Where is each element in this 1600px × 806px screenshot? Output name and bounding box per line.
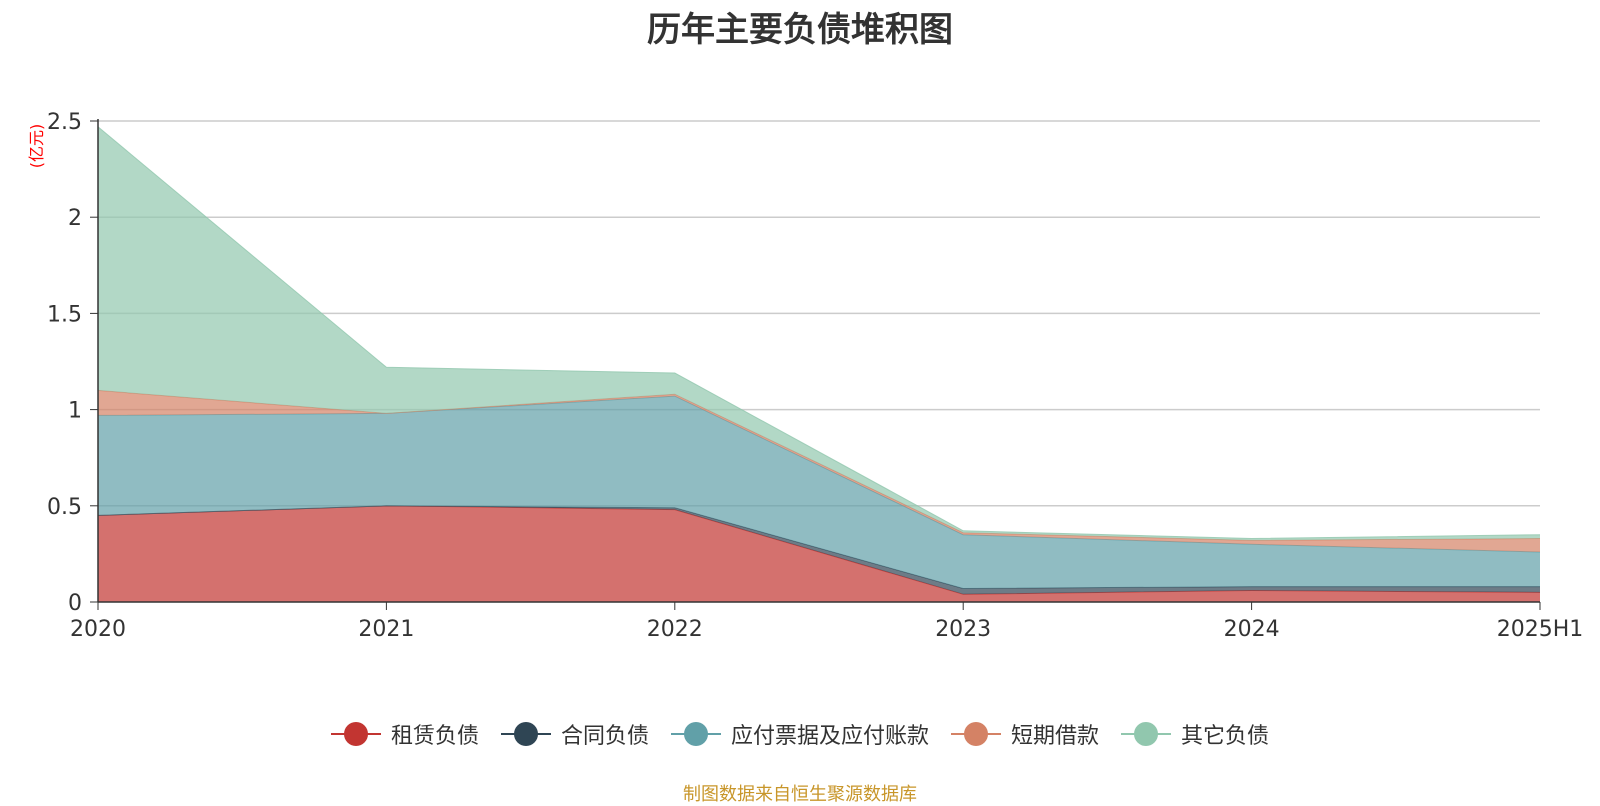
legend-label: 短期借款: [1011, 724, 1100, 749]
legend-marker-icon: [330, 722, 381, 746]
legend-marker-icon: [951, 722, 1001, 746]
area-series: [98, 505, 1540, 595]
x-tick-label: 2025H1: [1497, 617, 1584, 642]
y-tick-label: 2: [68, 206, 82, 231]
area-series: [98, 390, 1540, 552]
source-note: 制图数据来自恒生聚源数据库: [683, 784, 917, 805]
area-series: [98, 126, 1540, 541]
y-axis-unit-label: (亿元): [27, 124, 46, 169]
legend-label: 应付票据及应付账款: [730, 724, 929, 749]
legend-item[interactable]: 合同负债: [500, 718, 649, 750]
y-tick-label: 2.5: [47, 110, 82, 135]
y-tick-label: 1: [68, 399, 82, 424]
legend-item[interactable]: 其它负债: [1121, 718, 1269, 750]
y-tick-label: 0: [68, 591, 82, 616]
area-series: [98, 505, 1540, 602]
y-tick-label: 1.5: [47, 302, 82, 327]
x-tick-label: 2024: [1224, 617, 1280, 642]
area-series-line: [97, 126, 1541, 540]
area-series: [98, 396, 1540, 589]
legend-label: 其它负债: [1181, 724, 1270, 749]
x-tick-label: 2020: [70, 617, 126, 642]
area-layer: [97, 126, 1541, 602]
y-tick-label: 0.5: [47, 495, 82, 520]
legend-marker-icon: [500, 722, 551, 746]
legend-item[interactable]: 应付票据及应付账款: [670, 718, 929, 750]
axis-layer: 0 0.5 1 1.5 2 2.5 2020 2021 2022 2023 2024 2025H1: [47, 110, 1583, 642]
x-tick-label: 2022: [647, 617, 703, 642]
legend-label: 合同负债: [560, 724, 649, 749]
legend-marker-icon: [1121, 722, 1172, 746]
legend: 租赁负债 合同负债 应付票据及应付账款 短期借款 其它负债: [0, 718, 1600, 750]
chart-title: 历年主要负债堆积图: [647, 10, 953, 50]
legend-label: 租赁负债: [390, 724, 479, 749]
x-tick-label: 2023: [935, 617, 991, 642]
legend-item[interactable]: 租赁负债: [330, 718, 479, 750]
x-tick-label: 2021: [358, 617, 414, 642]
legend-item[interactable]: 短期借款: [951, 718, 1099, 750]
legend-marker-icon: [670, 722, 721, 746]
